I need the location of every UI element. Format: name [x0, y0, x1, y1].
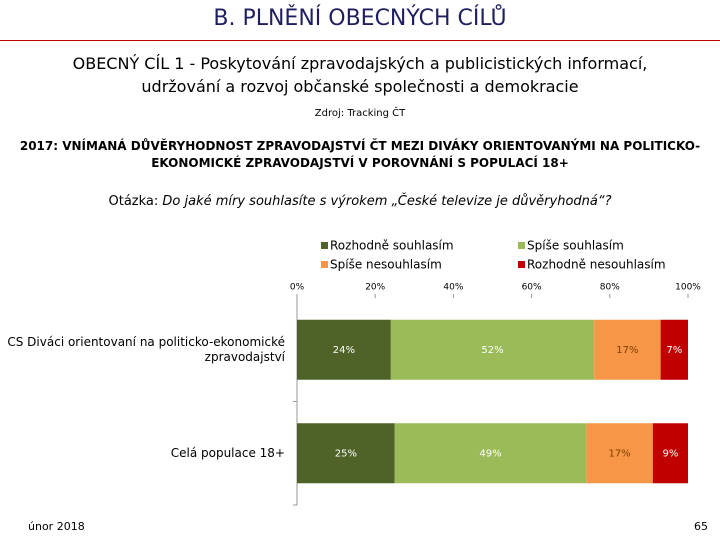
value-label: 7% — [666, 345, 682, 356]
legend-swatch — [321, 242, 328, 249]
value-label: 25% — [335, 448, 357, 459]
legend-swatch — [518, 242, 525, 249]
source: Zdroj: Tracking ČT — [314, 108, 406, 119]
category-label: Celá populace 18+ — [170, 445, 285, 460]
page-number: 65 — [694, 520, 708, 533]
value-label: 17% — [616, 345, 638, 356]
bar-segment — [586, 423, 653, 484]
bar-segment — [652, 423, 688, 484]
subtitle: OBECNÝ CÍL 1 - Poskytování zpravodajskýc… — [72, 54, 648, 96]
legend-swatch — [518, 261, 525, 268]
bar-segment — [660, 319, 688, 380]
category-label: CS Diváci orientovaní na politicko-ekono… — [7, 334, 285, 364]
title-rule — [0, 40, 720, 41]
legend-swatch — [321, 261, 328, 268]
legend-label: Spíše souhlasím — [527, 239, 624, 253]
bar-segment — [297, 423, 395, 484]
footer-date: únor 2018 — [28, 520, 85, 533]
x-tick-label: 100% — [675, 283, 701, 293]
chart-title: 2017: VNÍMANÁ DŮVĚRYHODNOST ZPRAVODAJSTV… — [19, 139, 701, 170]
bar-segment — [390, 319, 595, 380]
value-label: 9% — [662, 448, 678, 459]
legend-label: Spíše nesouhlasím — [330, 258, 442, 272]
question: Otázka: Do jaké míry souhlasíte s výroke… — [0, 194, 720, 209]
x-tick-label: 40% — [443, 283, 463, 293]
value-label: 52% — [481, 345, 503, 356]
question-text: Do jaké míry souhlasíte s výrokem „České… — [162, 194, 612, 209]
bar-segment — [297, 319, 391, 380]
x-tick-label: 80% — [600, 283, 620, 293]
value-label: 24% — [333, 345, 355, 356]
question-label: Otázka: — [108, 194, 159, 209]
slide-title: B. PLNĚNÍ OBECNÝCH CÍLŮ — [213, 6, 507, 31]
legend-label: Rozhodně souhlasím — [330, 239, 454, 253]
value-label: 17% — [608, 448, 630, 459]
bar-segment — [394, 423, 587, 484]
bar-segment — [594, 319, 661, 380]
x-tick-label: 20% — [365, 283, 385, 293]
x-tick-label: 0% — [290, 283, 305, 293]
legend-label: Rozhodně nesouhlasím — [527, 258, 666, 272]
value-label: 49% — [479, 448, 501, 459]
x-tick-label: 60% — [522, 283, 542, 293]
